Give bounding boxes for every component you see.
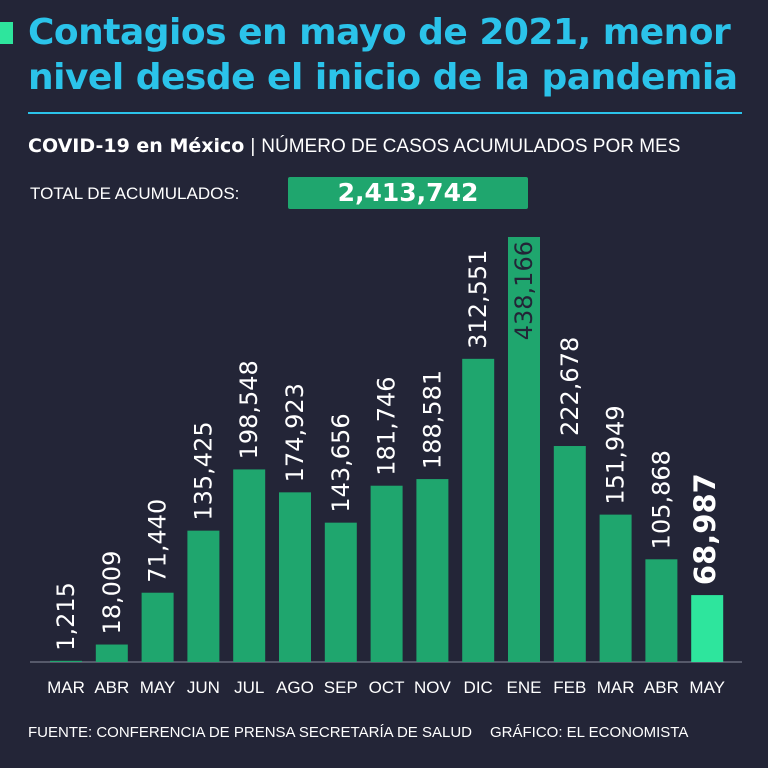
bars-group xyxy=(50,237,724,662)
footer: FUENTE: CONFERENCIA DE PRENSA SECRETARÍA… xyxy=(28,724,688,741)
bar-ene-10 xyxy=(508,237,540,662)
x-tick-label-12: MAR xyxy=(597,678,635,697)
value-label-12: 151,949 xyxy=(602,405,630,504)
value-label-5: 174,923 xyxy=(281,383,309,482)
x-tick-label-4: JUL xyxy=(234,678,264,697)
value-label-8: 188,581 xyxy=(418,370,446,469)
bar-sep-6 xyxy=(324,522,357,662)
subtitle-country: COVID-19 en México xyxy=(28,135,245,157)
bar-ago-5 xyxy=(279,492,311,662)
x-tick-label-10: ENE xyxy=(507,678,542,697)
footer-source: FUENTE: CONFERENCIA DE PRENSA SECRETARÍA… xyxy=(28,724,472,741)
bar-dic-9 xyxy=(462,358,495,662)
footer-credit: GRÁFICO: EL ECONOMISTA xyxy=(489,724,689,741)
chart-subtitle: COVID-19 en México | NÚMERO DE CASOS ACUMU… xyxy=(28,135,680,158)
x-tick-label-7: OCT xyxy=(369,678,405,697)
x-tick-labels-group: MAR ABR MAY JUN JUL AGO SEP OCT NOV DIC ENE FEB MAR A… xyxy=(47,678,725,697)
bar-oct-7 xyxy=(370,485,403,662)
x-tick-label-6: SEP xyxy=(324,678,358,697)
total-value-badge: 2,413,742 xyxy=(288,177,528,209)
bar-mar-0 xyxy=(50,660,82,662)
value-label-2: 71,440 xyxy=(144,499,172,583)
bar-abr-1 xyxy=(95,644,128,662)
bar-feb-11 xyxy=(553,446,586,662)
x-tick-label-11: FEB xyxy=(553,678,586,697)
bar-jul-4 xyxy=(233,469,266,662)
total-label: TOTAL DE ACUMULADOS: xyxy=(30,184,240,203)
value-label-13: 105,868 xyxy=(647,450,675,549)
x-tick-label-0: MAR xyxy=(47,678,85,697)
value-label-11: 222,678 xyxy=(556,337,584,436)
bar-nov-8 xyxy=(416,479,449,662)
x-tick-label-8: NOV xyxy=(414,678,452,697)
subtitle-description: NÚMERO DE CASOS ACUMULADOS POR MES xyxy=(261,136,681,157)
x-tick-label-14: MAY xyxy=(689,678,725,697)
value-labels-group: 1,215 18,009 71,440 135,425 198,548 174,923 14… xyxy=(52,241,722,651)
x-tick-label-1: ABR xyxy=(94,678,129,697)
value-label-14: 68,987 xyxy=(688,473,722,585)
x-tick-label-9: DIC xyxy=(464,678,493,697)
bar-mar-12 xyxy=(599,514,632,662)
value-label-9: 312,551 xyxy=(464,250,492,349)
title-divider xyxy=(28,112,742,114)
bar-abr-13 xyxy=(645,559,678,662)
value-label-6: 143,656 xyxy=(327,413,355,512)
value-label-1: 18,009 xyxy=(98,551,126,635)
x-tick-label-13: ABR xyxy=(644,678,679,697)
x-tick-label-5: AGO xyxy=(276,678,314,697)
accent-bar xyxy=(0,22,13,44)
bar-may-2 xyxy=(141,592,174,662)
x-tick-label-2: MAY xyxy=(140,678,176,697)
bar-may-14 xyxy=(691,595,724,662)
value-label-4: 198,548 xyxy=(235,360,263,459)
page-title: Contagios en mayo de 2021, menor nivel d… xyxy=(28,12,738,98)
value-label-3: 135,425 xyxy=(189,421,217,520)
value-label-0: 1,215 xyxy=(52,582,80,651)
subtitle-separator: | xyxy=(250,136,256,157)
value-label-10: 438,166 xyxy=(510,241,538,340)
bar-jun-3 xyxy=(187,530,220,662)
x-tick-label-3: JUN xyxy=(187,678,220,697)
value-label-7: 181,746 xyxy=(373,376,401,475)
